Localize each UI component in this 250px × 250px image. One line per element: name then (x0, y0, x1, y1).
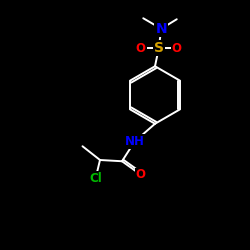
Text: N: N (156, 22, 167, 36)
Text: S: S (154, 41, 164, 55)
Text: Cl: Cl (89, 172, 102, 185)
Text: O: O (136, 168, 146, 181)
Text: NH: NH (124, 135, 144, 148)
Text: O: O (172, 42, 182, 55)
Text: O: O (136, 42, 146, 55)
